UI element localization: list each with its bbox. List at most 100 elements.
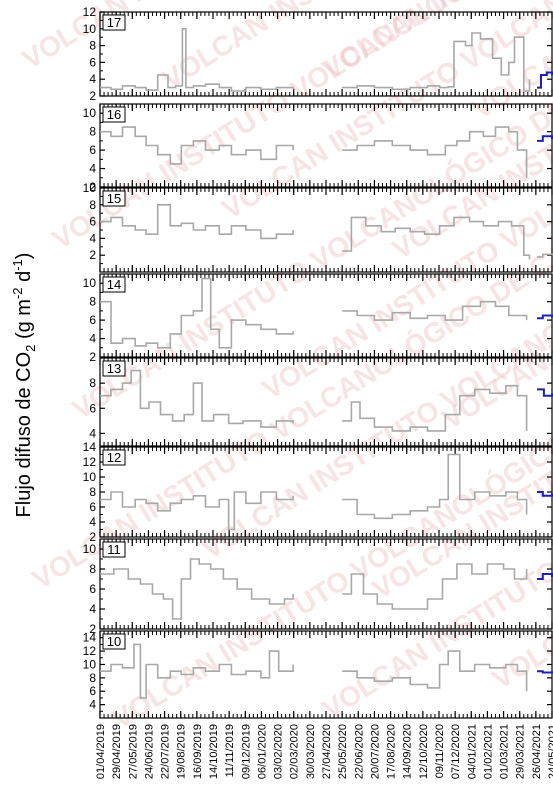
y-tick-label: 6 <box>89 313 96 327</box>
recent-series-line <box>537 573 553 580</box>
x-tick-label: 14/09/2020 <box>402 724 414 779</box>
y-tick-label: 6 <box>89 500 96 514</box>
series-line <box>342 563 528 610</box>
station-label: 12 <box>107 450 121 465</box>
y-tick-label: 6 <box>89 55 96 69</box>
x-tick-label: 01/03/2021 <box>499 724 511 779</box>
station-label-box <box>102 633 126 650</box>
panel-15: 2 4 6 8 10 15 <box>83 181 553 273</box>
series-line <box>537 253 553 258</box>
recent-series-line <box>537 71 553 89</box>
station-label-box <box>102 14 126 31</box>
panel-14: 2 4 6 8 10 14 <box>83 273 553 364</box>
y-tick-label: 8 <box>89 125 96 139</box>
y-tick-label: 10 <box>83 542 97 556</box>
x-tick-label: 07/12/2020 <box>450 724 462 779</box>
x-tick-label: 17/08/2020 <box>386 724 398 779</box>
x-tick-label: 30/03/2020 <box>305 724 317 779</box>
y-tick-label: 4 <box>89 426 96 440</box>
x-tick-label: 04/01/2021 <box>466 724 478 779</box>
y-tick-label: 8 <box>89 671 96 685</box>
y-tick-label: 6 <box>89 143 96 157</box>
y-tick-label: 4 <box>89 72 96 86</box>
station-label-box <box>102 449 126 466</box>
x-tick-label: 20/07/2020 <box>369 724 381 779</box>
y-tick-label: 10 <box>83 657 97 671</box>
series-line <box>100 277 294 349</box>
recent-series-line <box>537 670 553 674</box>
x-tick-label: 27/04/2020 <box>321 724 333 779</box>
recent-series-line <box>537 491 553 497</box>
series-line <box>100 126 294 165</box>
y-axis-label-part: ) <box>13 253 35 260</box>
x-tick-label: 29/03/2021 <box>515 724 527 779</box>
x-tick-label: 16/09/2019 <box>192 724 204 779</box>
recent-series-line <box>537 314 553 320</box>
y-tick-label: 10 <box>83 276 97 290</box>
series-line <box>100 558 294 620</box>
y-tick-label: 2 <box>89 89 96 103</box>
series-line <box>342 126 528 178</box>
series-line <box>342 216 531 260</box>
y-tick-label: 8 <box>89 39 96 53</box>
x-tick-label: 09/12/2019 <box>240 724 252 779</box>
date-axis: 01/04/2019 29/04/2019 27/05/2019 24/06/2019… <box>95 724 553 779</box>
x-tick-label: 11/11/2019 <box>224 724 236 777</box>
x-tick-label: 01/04/2019 <box>95 724 107 779</box>
station-label: 15 <box>107 191 121 206</box>
y-axis-label-part: d <box>13 271 35 288</box>
station-label: 14 <box>107 277 121 292</box>
x-tick-label: 24/06/2019 <box>143 724 155 779</box>
panel-17: 2 4 6 8 10 12 17 <box>83 5 553 103</box>
x-tick-label: 02/03/2020 <box>289 724 301 779</box>
recent-series-line <box>537 388 553 397</box>
y-tick-label: 10 <box>83 106 97 120</box>
y-axis-label-part: -2 <box>10 287 25 299</box>
series-line <box>100 204 294 240</box>
y-tick-label: 14 <box>83 631 97 645</box>
y-tick-label: 4 <box>89 698 96 712</box>
y-tick-label: 6 <box>89 215 96 229</box>
y-tick-label: 14 <box>83 440 97 454</box>
station-label: 16 <box>107 107 121 122</box>
series-line <box>342 384 528 432</box>
panel-16: 2 4 6 8 10 16 <box>83 103 553 194</box>
series-line <box>100 369 294 428</box>
y-axis-label-part: (g m <box>13 299 35 345</box>
x-tick-label: 22/06/2020 <box>353 724 365 779</box>
y-tick-label: 8 <box>89 295 96 309</box>
series-line <box>342 32 531 92</box>
station-label: 17 <box>107 15 121 30</box>
y-tick-label: 4 <box>89 162 96 176</box>
x-tick-label: 12/10/2020 <box>418 724 430 779</box>
y-tick-label: 8 <box>89 485 96 499</box>
y-tick-label: 6 <box>89 684 96 698</box>
y-tick-label: 2 <box>89 622 96 636</box>
x-tick-label: 14/10/2019 <box>208 724 220 779</box>
series-line <box>100 28 294 92</box>
station-label-box <box>102 190 126 207</box>
station-label: 11 <box>107 542 121 557</box>
watermark-layer: VOLCAN INSTITUTO VOLCANOLÓGICO DE CANARI… <box>17 0 553 735</box>
y-tick-label: 2 <box>89 530 96 544</box>
y-axis-label-part: Flujo difuso de CO <box>13 352 35 518</box>
x-tick-label: 06/01/2020 <box>256 724 268 779</box>
y-tick-label: 8 <box>89 376 96 390</box>
y-axis-label-part: -1 <box>10 259 25 271</box>
x-tick-label: 27/05/2019 <box>127 724 139 779</box>
y-tick-label: 4 <box>89 515 96 529</box>
y-axis-label: Flujo difuso de CO2 (g m-2 d-1) <box>10 253 38 518</box>
y-tick-label: 4 <box>89 602 96 616</box>
series-line <box>100 491 294 531</box>
station-label-box <box>102 276 126 293</box>
station-label-box <box>102 541 126 558</box>
series-line <box>342 650 528 692</box>
x-tick-label: 26/04/2021 <box>531 724 543 779</box>
y-tick-label: 6 <box>89 582 96 596</box>
y-tick-label: 4 <box>89 332 96 346</box>
x-tick-label: 25/05/2020 <box>337 724 349 779</box>
station-label-box <box>102 360 126 377</box>
station-label: 10 <box>107 634 121 649</box>
